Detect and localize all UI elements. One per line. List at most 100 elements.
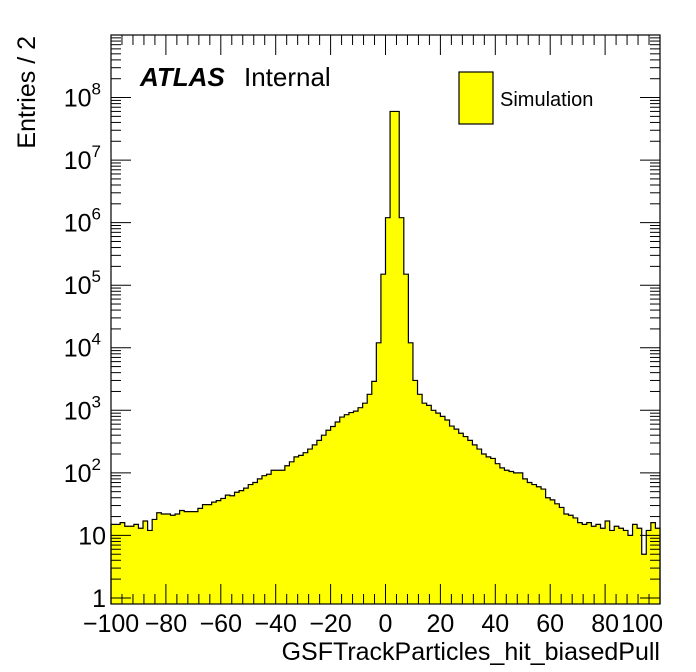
histogram-bar [600,528,606,604]
atlas-label-text: Internal [244,62,331,92]
y-tick-label: 106 [64,205,101,238]
histogram-bar [344,414,350,604]
y-axis-ticks: 1 10 102 103 104 105 106 107 108 [64,34,660,613]
histogram-bar [582,524,588,604]
histogram-bar [170,515,176,604]
y-tick-label: 1 [92,585,106,613]
histogram-bar [394,111,400,605]
histogram-bar [229,495,235,604]
histogram-bar [330,426,336,604]
histogram-bar [399,217,405,604]
histogram-bar [632,524,638,604]
histogram-bar [294,456,299,604]
histogram-bar [335,421,341,604]
histogram-bar [362,403,368,604]
x-tick-label: 60 [536,610,564,638]
histogram-bar [165,513,171,604]
histogram-bar [380,274,386,604]
histogram-bar [252,482,258,604]
histogram-bar [481,454,487,604]
histogram-bar [463,436,469,604]
histogram-bar [541,489,547,604]
histogram-bar [211,502,217,604]
histogram-bar [239,490,245,604]
x-tick-label: 40 [481,610,509,638]
histogram-bar [133,524,139,604]
histogram-bar [138,528,144,604]
histogram-bar [152,519,158,604]
histogram-bar [376,342,382,604]
histogram-bar [605,520,611,604]
y-tick-label: 10 [78,522,106,550]
histogram-bar [531,484,537,604]
histogram-bar [284,465,290,604]
x-tick-label: −20 [309,610,351,638]
histogram-bar [261,475,267,604]
histogram-bar [449,426,455,604]
histogram-outline [110,110,661,604]
histogram-bar [458,433,464,604]
histogram-bar [216,500,222,604]
histogram-bar [371,381,377,604]
histogram-bar [161,513,167,604]
histogram-bar [527,482,533,604]
histogram-bar [188,511,194,604]
histogram-bar [614,526,620,604]
histogram-bar [431,410,437,604]
atlas-label: ATLAS Internal [139,62,331,92]
histogram-bar [147,530,153,604]
histogram-bar [472,444,478,604]
histogram-bar [312,444,318,604]
histogram-bar [129,526,135,604]
histogram-bar [486,456,492,604]
histogram-bar [504,470,510,604]
x-tick-label: 0 [379,610,393,638]
histogram-bar [234,492,240,604]
histogram-bar [197,508,203,604]
histogram-bar [175,513,181,604]
histogram-bar [559,507,565,604]
histogram-bar [454,429,460,604]
histogram-bar [412,380,418,604]
histogram-bar [595,524,601,604]
histogram-bar [124,526,130,604]
x-axis-label: GSFTrackParticles_hit_biasedPull [282,638,660,666]
legend-label: Simulation [500,89,593,111]
legend-swatch [458,71,494,125]
x-tick-label: 80 [591,610,619,638]
atlas-label-bold: ATLAS [139,62,225,92]
histogram-bar [490,458,496,604]
histogram-bar [513,472,519,604]
y-tick-label: 105 [64,267,101,300]
histogram-bar [403,274,409,604]
histogram-bars [111,111,661,605]
histogram-bar [563,513,569,604]
histogram-bar [509,471,514,604]
histogram-bar [321,435,327,604]
histogram-bar [650,522,656,604]
histogram-bar [495,463,501,604]
y-tick-label: 102 [64,455,101,488]
x-tick-label: 20 [426,610,454,638]
histogram-bar [477,449,482,604]
histogram-bar [307,449,313,604]
histogram-bar [207,504,213,604]
histogram-bar [257,478,263,604]
y-axis-label: Entries / 2 [13,36,41,149]
histogram-bar [536,486,542,604]
histogram-bar [545,497,551,604]
x-tick-label: −40 [254,610,296,638]
histogram-bar [339,417,345,604]
histogram-bar [646,530,652,604]
histogram-bar [577,522,583,604]
histogram-bar [202,504,208,604]
histogram-bar [303,452,309,604]
histogram-bar [623,530,629,604]
y-tick-label: 107 [64,142,101,175]
histogram-bar [298,455,304,604]
histogram-bar [637,528,643,604]
x-tick-label: −100 [83,610,139,638]
histogram-bar [358,407,364,604]
histogram-bar [408,342,414,604]
